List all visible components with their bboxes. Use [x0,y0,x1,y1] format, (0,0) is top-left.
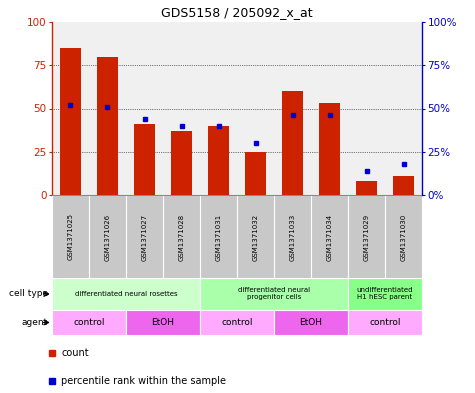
Text: GSM1371027: GSM1371027 [142,213,148,261]
Text: differentiated neural
progenitor cells: differentiated neural progenitor cells [238,288,310,301]
Text: GSM1371026: GSM1371026 [104,213,111,261]
Bar [348,310,422,335]
Bar [319,103,340,195]
Bar [52,310,126,335]
Text: control: control [221,318,253,327]
Text: cell type: cell type [9,290,48,299]
Bar [52,278,200,310]
Text: EtOH: EtOH [300,318,323,327]
Text: agent: agent [22,318,48,327]
Bar [245,152,266,195]
Text: control: control [73,318,105,327]
Text: differentiated neural rosettes: differentiated neural rosettes [75,291,177,297]
Bar [274,310,348,335]
Bar [348,278,422,310]
Bar [209,126,228,195]
Text: count: count [61,349,89,358]
Text: GSM1371034: GSM1371034 [326,213,332,261]
Bar [393,176,414,195]
Text: GSM1371033: GSM1371033 [289,213,295,261]
Text: EtOH: EtOH [152,318,174,327]
Text: GSM1371030: GSM1371030 [400,213,407,261]
Text: GSM1371032: GSM1371032 [253,213,258,261]
Title: GDS5158 / 205092_x_at: GDS5158 / 205092_x_at [161,6,313,19]
Text: GSM1371028: GSM1371028 [179,213,184,261]
Text: percentile rank within the sample: percentile rank within the sample [61,376,226,386]
Text: GSM1371031: GSM1371031 [216,213,221,261]
Bar [356,181,377,195]
Text: GSM1371029: GSM1371029 [363,213,370,261]
Bar [60,48,81,195]
Bar [97,57,118,195]
Bar [282,91,303,195]
Bar [171,131,192,195]
Bar [134,124,155,195]
Bar [200,278,348,310]
Text: undifferentiated
H1 hESC parent: undifferentiated H1 hESC parent [357,288,413,301]
Bar [200,310,274,335]
Text: GSM1371025: GSM1371025 [67,213,74,261]
Bar [126,310,200,335]
Text: control: control [369,318,401,327]
